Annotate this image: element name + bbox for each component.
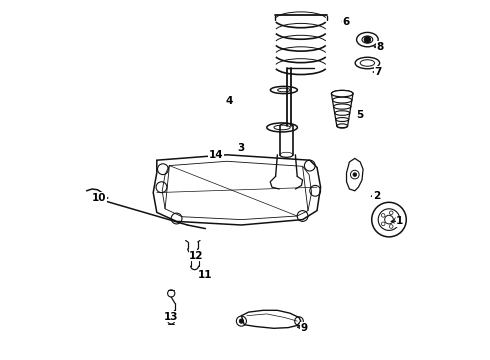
Text: 5: 5 (357, 110, 364, 120)
Text: 6: 6 (342, 17, 349, 27)
Text: 7: 7 (374, 67, 382, 77)
Text: 2: 2 (373, 191, 380, 201)
Text: 14: 14 (209, 150, 223, 160)
Ellipse shape (331, 90, 353, 97)
Polygon shape (242, 310, 301, 328)
Circle shape (239, 319, 244, 323)
Polygon shape (153, 155, 320, 225)
Circle shape (364, 36, 370, 43)
Text: 11: 11 (198, 270, 213, 280)
Polygon shape (346, 158, 363, 191)
Text: 9: 9 (301, 323, 308, 333)
Text: 12: 12 (189, 251, 204, 261)
Text: 10: 10 (92, 193, 106, 203)
Text: 13: 13 (164, 312, 178, 322)
Text: 3: 3 (238, 143, 245, 153)
Circle shape (353, 173, 357, 176)
Text: 4: 4 (225, 96, 232, 106)
Text: 1: 1 (396, 216, 403, 226)
Text: 8: 8 (376, 42, 384, 52)
